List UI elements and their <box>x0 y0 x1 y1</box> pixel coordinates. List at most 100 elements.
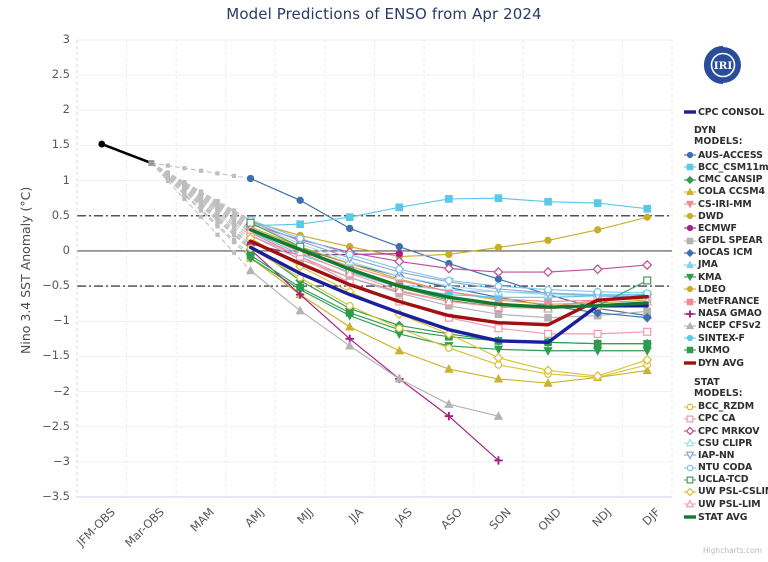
legend-item-label: NCEP CFSv2 <box>698 320 761 332</box>
data-point-marker <box>445 250 453 259</box>
data-point-marker <box>344 267 355 278</box>
data-point-marker <box>685 499 695 508</box>
legend-item-label: GFDL SPEAR <box>698 235 763 247</box>
series-cpc-consol <box>248 245 649 345</box>
legend-item-ntu-coda[interactable]: NTU CODA <box>684 462 768 474</box>
legend-item-ncep-cfsv2[interactable]: NCEP CFSv2 <box>684 320 768 332</box>
data-point-marker <box>493 411 504 420</box>
data-point-marker <box>345 301 354 310</box>
legend-item-label: IAP-NN <box>698 449 735 461</box>
legend-item-stat-avg[interactable]: STAT AVG <box>684 511 768 523</box>
data-point-marker <box>642 312 652 323</box>
legend-item-label: NASA GMAO <box>698 308 762 320</box>
forecast-fan-layer <box>150 162 251 271</box>
legend-item-cpc-ca[interactable]: CPC CA <box>684 413 768 425</box>
data-point-marker <box>686 286 694 293</box>
legend-item-ukmo[interactable]: UKMO <box>684 344 768 356</box>
legend-item-label: JMA <box>698 259 718 271</box>
triangle-open-legend-icon <box>684 437 696 449</box>
legend-item-label: UW PSL-CSLIM <box>698 486 768 498</box>
data-point-marker <box>346 224 354 233</box>
data-point-marker <box>686 334 694 342</box>
data-point-marker <box>445 195 453 203</box>
data-point-marker <box>345 250 354 259</box>
square-legend-icon <box>684 235 696 247</box>
legend-item-label: COLA CCSM4 <box>698 186 765 198</box>
circle-legend-icon <box>684 332 696 344</box>
data-point-marker <box>685 487 695 497</box>
data-point-marker <box>686 347 694 354</box>
legend-item-uw-psl-cslim[interactable]: UW PSL-CSLIM <box>684 486 768 498</box>
data-point-marker <box>642 259 653 271</box>
legend-item-ucla-tcd[interactable]: UCLA-TCD <box>684 474 768 486</box>
data-point-marker <box>592 370 603 382</box>
legend-item-cola-ccsm4[interactable]: COLA CCSM4 <box>684 186 768 198</box>
data-point-marker <box>494 194 503 203</box>
legend-item-aus-access[interactable]: AUS-ACCESS <box>684 149 768 161</box>
legend-item-ldeo[interactable]: LDEO <box>684 283 768 295</box>
circle-legend-icon <box>684 210 696 222</box>
legend-item-label: LDEO <box>698 283 726 295</box>
data-point-marker <box>295 290 305 299</box>
data-point-marker <box>685 452 695 461</box>
circle-legend-icon <box>684 149 696 161</box>
legend-item-uw-psl-lim[interactable]: UW PSL-LIM <box>684 498 768 510</box>
y-tick-label: 2.5 <box>51 67 70 82</box>
legend-item-cs-iri-mm[interactable]: CS-IRI-MM <box>684 198 768 210</box>
legend-item-label: CPC MRKOV <box>698 425 760 437</box>
legend-item-metfrance[interactable]: MetFRANCE <box>684 295 768 307</box>
data-point-marker <box>494 456 503 465</box>
data-point-marker <box>394 373 404 383</box>
legend-item-cpc-mrkov[interactable]: CPC MRKOV <box>684 425 768 437</box>
legend-group-header: DYN MODELS: <box>694 125 743 148</box>
legend-item-bcc-csm11m[interactable]: BCC_CSM11m <box>684 161 768 173</box>
legend-item-jma[interactable]: JMA <box>684 259 768 271</box>
data-point-marker <box>296 283 304 292</box>
legend-item-iocas-icm[interactable]: IOCAS ICM <box>684 247 768 259</box>
y-tick-label: 3 <box>62 32 70 46</box>
data-point-marker <box>686 415 694 423</box>
legend-item-label: KMA <box>698 271 722 283</box>
legend-item-sintex-f[interactable]: SINTEX-F <box>684 332 768 344</box>
series-ncep-cfsv2 <box>245 265 504 420</box>
legend-item-dyn-avg[interactable]: DYN AVG <box>684 357 768 369</box>
legend-item-ecmwf[interactable]: ECMWF <box>684 222 768 234</box>
legend-item-kma[interactable]: KMA <box>684 271 768 283</box>
legend-item-dwd[interactable]: DWD <box>684 210 768 222</box>
cross-legend-icon <box>684 308 696 320</box>
data-point-marker <box>685 248 695 257</box>
legend-item-iap-nn[interactable]: IAP-NN <box>684 449 768 461</box>
legend-item-nasa-gmao[interactable]: NASA GMAO <box>684 308 768 320</box>
circle-legend-icon <box>684 222 696 234</box>
data-point-marker <box>686 237 694 244</box>
y-tick-label: 0.5 <box>51 207 70 222</box>
data-point-marker <box>493 373 504 383</box>
legend-item-cmc-cansip[interactable]: CMC CANSIP <box>684 174 768 186</box>
diamond-open-legend-icon <box>684 486 696 498</box>
data-point-marker <box>395 265 404 274</box>
data-point-marker <box>686 310 694 318</box>
legend-item-cpc-consol[interactable]: CPC CONSOL <box>684 106 768 118</box>
bar-legend-icon <box>684 106 696 118</box>
data-point-marker <box>643 339 652 348</box>
chart-legend: CPC CONSOL DYN MODELS: AUS-ACCESS BCC_CSM11… <box>684 105 768 525</box>
data-point-marker <box>686 321 694 330</box>
legend-item-csu-clipr[interactable]: CSU CLIPR <box>684 437 768 449</box>
legend-group-header: STAT MODELS: <box>694 376 743 399</box>
data-point-marker <box>593 287 602 296</box>
data-point-marker <box>686 260 694 269</box>
legend-item-label: CPC CA <box>698 413 736 425</box>
y-tick-label: −2 <box>53 383 70 398</box>
legend-item-label: MetFRANCE <box>698 296 760 308</box>
data-point-marker <box>296 196 304 204</box>
axis-layer <box>76 40 672 498</box>
data-point-marker <box>685 438 695 447</box>
y-tick-label: 1 <box>62 172 70 187</box>
data-point-marker <box>686 298 694 305</box>
data-point-marker <box>345 340 355 350</box>
legend-item-gfdl-spear[interactable]: GFDL SPEAR <box>684 235 768 247</box>
square-legend-icon <box>684 161 696 173</box>
chart-title: Model Predictions of ENSO from Apr 2024 <box>226 5 542 23</box>
data-point-marker <box>593 199 602 207</box>
legend-item-bcc-rzdm[interactable]: BCC_RZDM <box>684 401 768 413</box>
